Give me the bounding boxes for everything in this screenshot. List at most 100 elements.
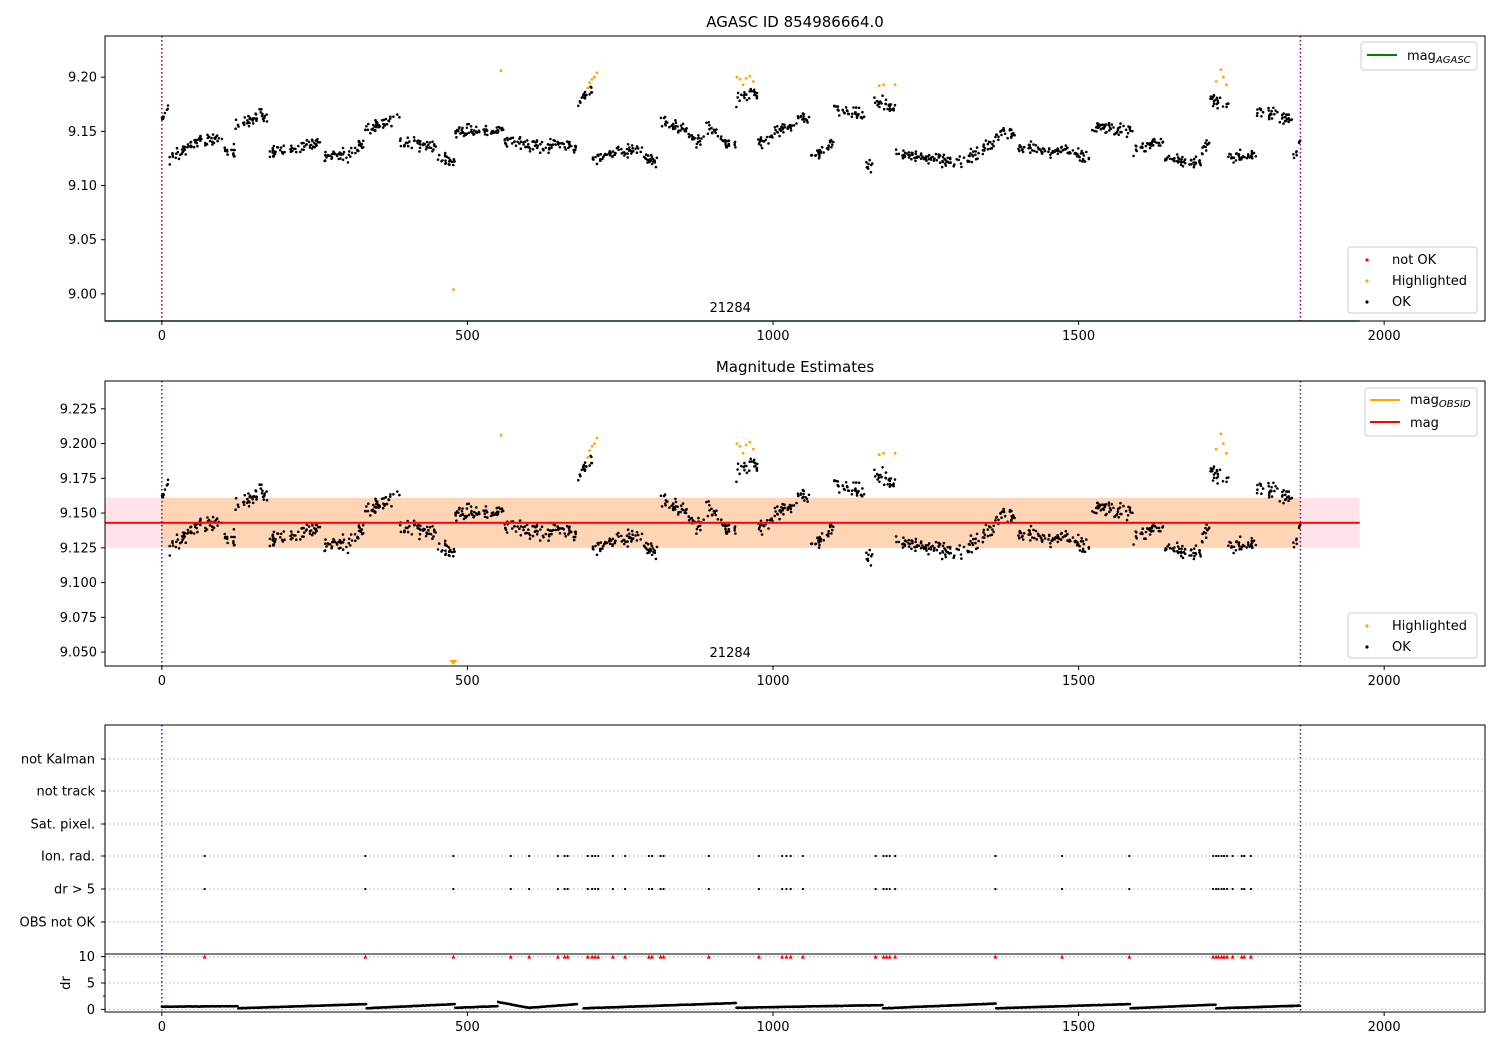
ok-point xyxy=(466,132,469,135)
ok-point xyxy=(529,537,532,540)
ok-point xyxy=(1256,112,1259,115)
ok-point xyxy=(623,539,626,542)
ok-point xyxy=(1284,499,1287,502)
ok-point xyxy=(752,460,755,463)
ok-point xyxy=(776,131,779,134)
ion-rad-flag-point xyxy=(591,855,593,857)
ok-point xyxy=(1235,153,1238,156)
ok-point xyxy=(801,118,804,121)
ok-point xyxy=(1227,476,1230,479)
ok-point xyxy=(679,511,682,514)
ok-point xyxy=(1149,147,1152,150)
ok-point xyxy=(1164,547,1167,550)
ok-point xyxy=(485,125,488,128)
ok-point xyxy=(763,525,766,528)
ok-point xyxy=(486,516,489,519)
ok-point xyxy=(688,519,691,522)
ok-point xyxy=(1209,470,1212,473)
ok-point xyxy=(943,154,946,157)
ok-point xyxy=(204,144,207,147)
ok-point xyxy=(714,132,717,135)
ok-point xyxy=(345,157,348,160)
ok-point xyxy=(470,129,473,132)
ok-point xyxy=(490,132,493,135)
ok-point xyxy=(315,144,318,147)
ok-point xyxy=(1272,107,1275,110)
ok-point xyxy=(1176,541,1179,544)
ok-point xyxy=(1201,146,1204,149)
ok-point xyxy=(983,529,986,532)
ok-point xyxy=(416,140,419,143)
highlighted-point xyxy=(739,445,742,448)
ok-point xyxy=(396,490,399,493)
ok-point xyxy=(1083,154,1086,157)
ok-point xyxy=(960,162,963,165)
ok-point xyxy=(1180,161,1183,164)
ok-point xyxy=(528,532,531,535)
ok-point xyxy=(874,102,877,105)
ok-point xyxy=(992,531,995,534)
ok-point xyxy=(496,514,499,517)
ok-point xyxy=(974,542,977,545)
ok-point xyxy=(1285,113,1288,116)
ok-point xyxy=(1238,158,1241,161)
ok-point xyxy=(1080,540,1083,543)
ok-point xyxy=(1181,545,1184,548)
ok-point xyxy=(995,516,998,519)
ok-point xyxy=(687,515,690,518)
dr-gt-5-flag-point xyxy=(883,888,885,890)
ok-point xyxy=(708,124,711,127)
ok-point xyxy=(1093,130,1096,133)
ok-point xyxy=(280,533,283,536)
ok-point xyxy=(735,106,738,109)
ok-point xyxy=(361,143,364,146)
ok-point xyxy=(1078,545,1081,548)
ok-point xyxy=(627,528,630,531)
ok-point xyxy=(1077,147,1080,150)
ok-point xyxy=(968,155,971,158)
ok-point xyxy=(1077,534,1080,537)
ok-point xyxy=(504,142,507,145)
ok-point xyxy=(1057,153,1060,156)
x-tick-label: 1500 xyxy=(1062,329,1095,344)
ok-point xyxy=(319,526,322,529)
ok-point xyxy=(937,153,940,156)
ok-point xyxy=(413,520,416,523)
ok-point xyxy=(1108,124,1111,127)
ok-point xyxy=(255,120,258,123)
ok-point xyxy=(743,97,746,100)
ok-point xyxy=(1284,120,1287,123)
ok-point xyxy=(254,112,257,115)
ok-point xyxy=(1204,146,1207,149)
ok-point xyxy=(232,153,235,156)
ok-point xyxy=(630,150,633,153)
ok-point xyxy=(707,121,710,124)
ok-point xyxy=(838,114,841,117)
ok-point xyxy=(913,157,916,160)
ok-point xyxy=(630,540,633,543)
ok-point xyxy=(994,519,997,522)
ok-point xyxy=(634,148,637,151)
ok-point xyxy=(375,506,378,509)
ok-point xyxy=(600,541,603,544)
ok-point xyxy=(182,145,185,148)
flag-row-label: not Kalman xyxy=(21,753,95,768)
ok-point xyxy=(935,541,938,544)
ok-point xyxy=(827,535,830,538)
ok-point xyxy=(992,525,995,528)
ok-point xyxy=(1206,143,1209,146)
ion-rad-flag-point xyxy=(563,855,565,857)
ok-point xyxy=(413,139,416,142)
ok-point xyxy=(1103,127,1106,130)
ok-point xyxy=(724,528,727,531)
ok-point xyxy=(1178,158,1181,161)
ok-point xyxy=(1190,548,1193,551)
ok-point xyxy=(252,118,255,121)
ok-point xyxy=(470,125,473,128)
ok-point xyxy=(838,491,841,494)
ok-point xyxy=(728,524,731,527)
ok-point xyxy=(837,109,840,112)
ok-point xyxy=(960,166,963,169)
ok-point xyxy=(677,513,680,516)
ok-point xyxy=(1212,95,1215,98)
